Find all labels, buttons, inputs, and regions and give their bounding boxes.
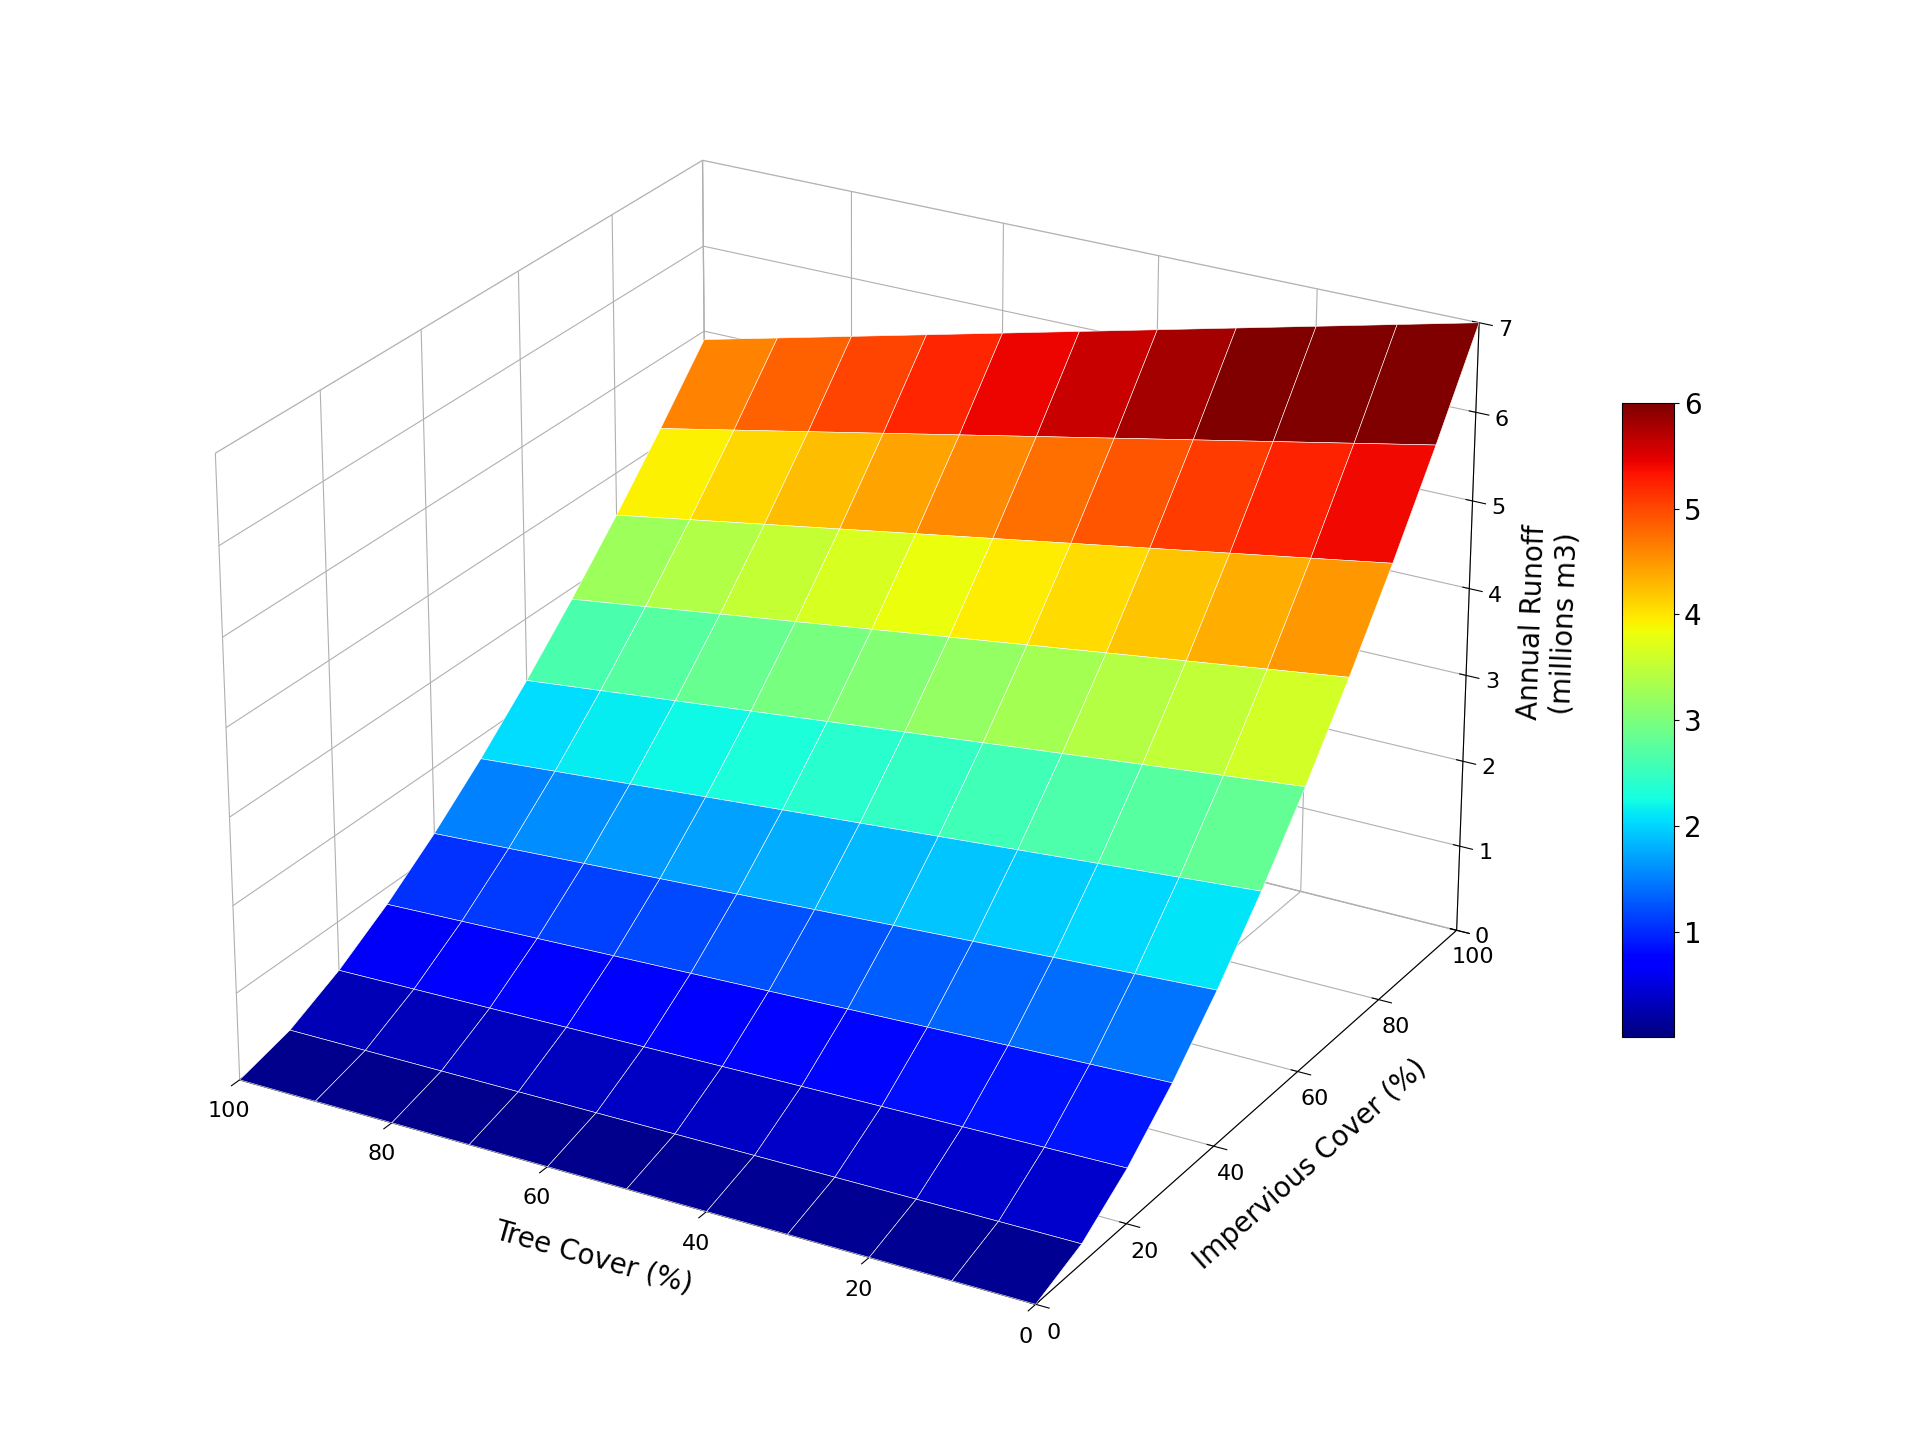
X-axis label: Tree Cover (%): Tree Cover (%) xyxy=(492,1217,695,1299)
Y-axis label: Impervious Cover (%): Impervious Cover (%) xyxy=(1188,1054,1432,1274)
